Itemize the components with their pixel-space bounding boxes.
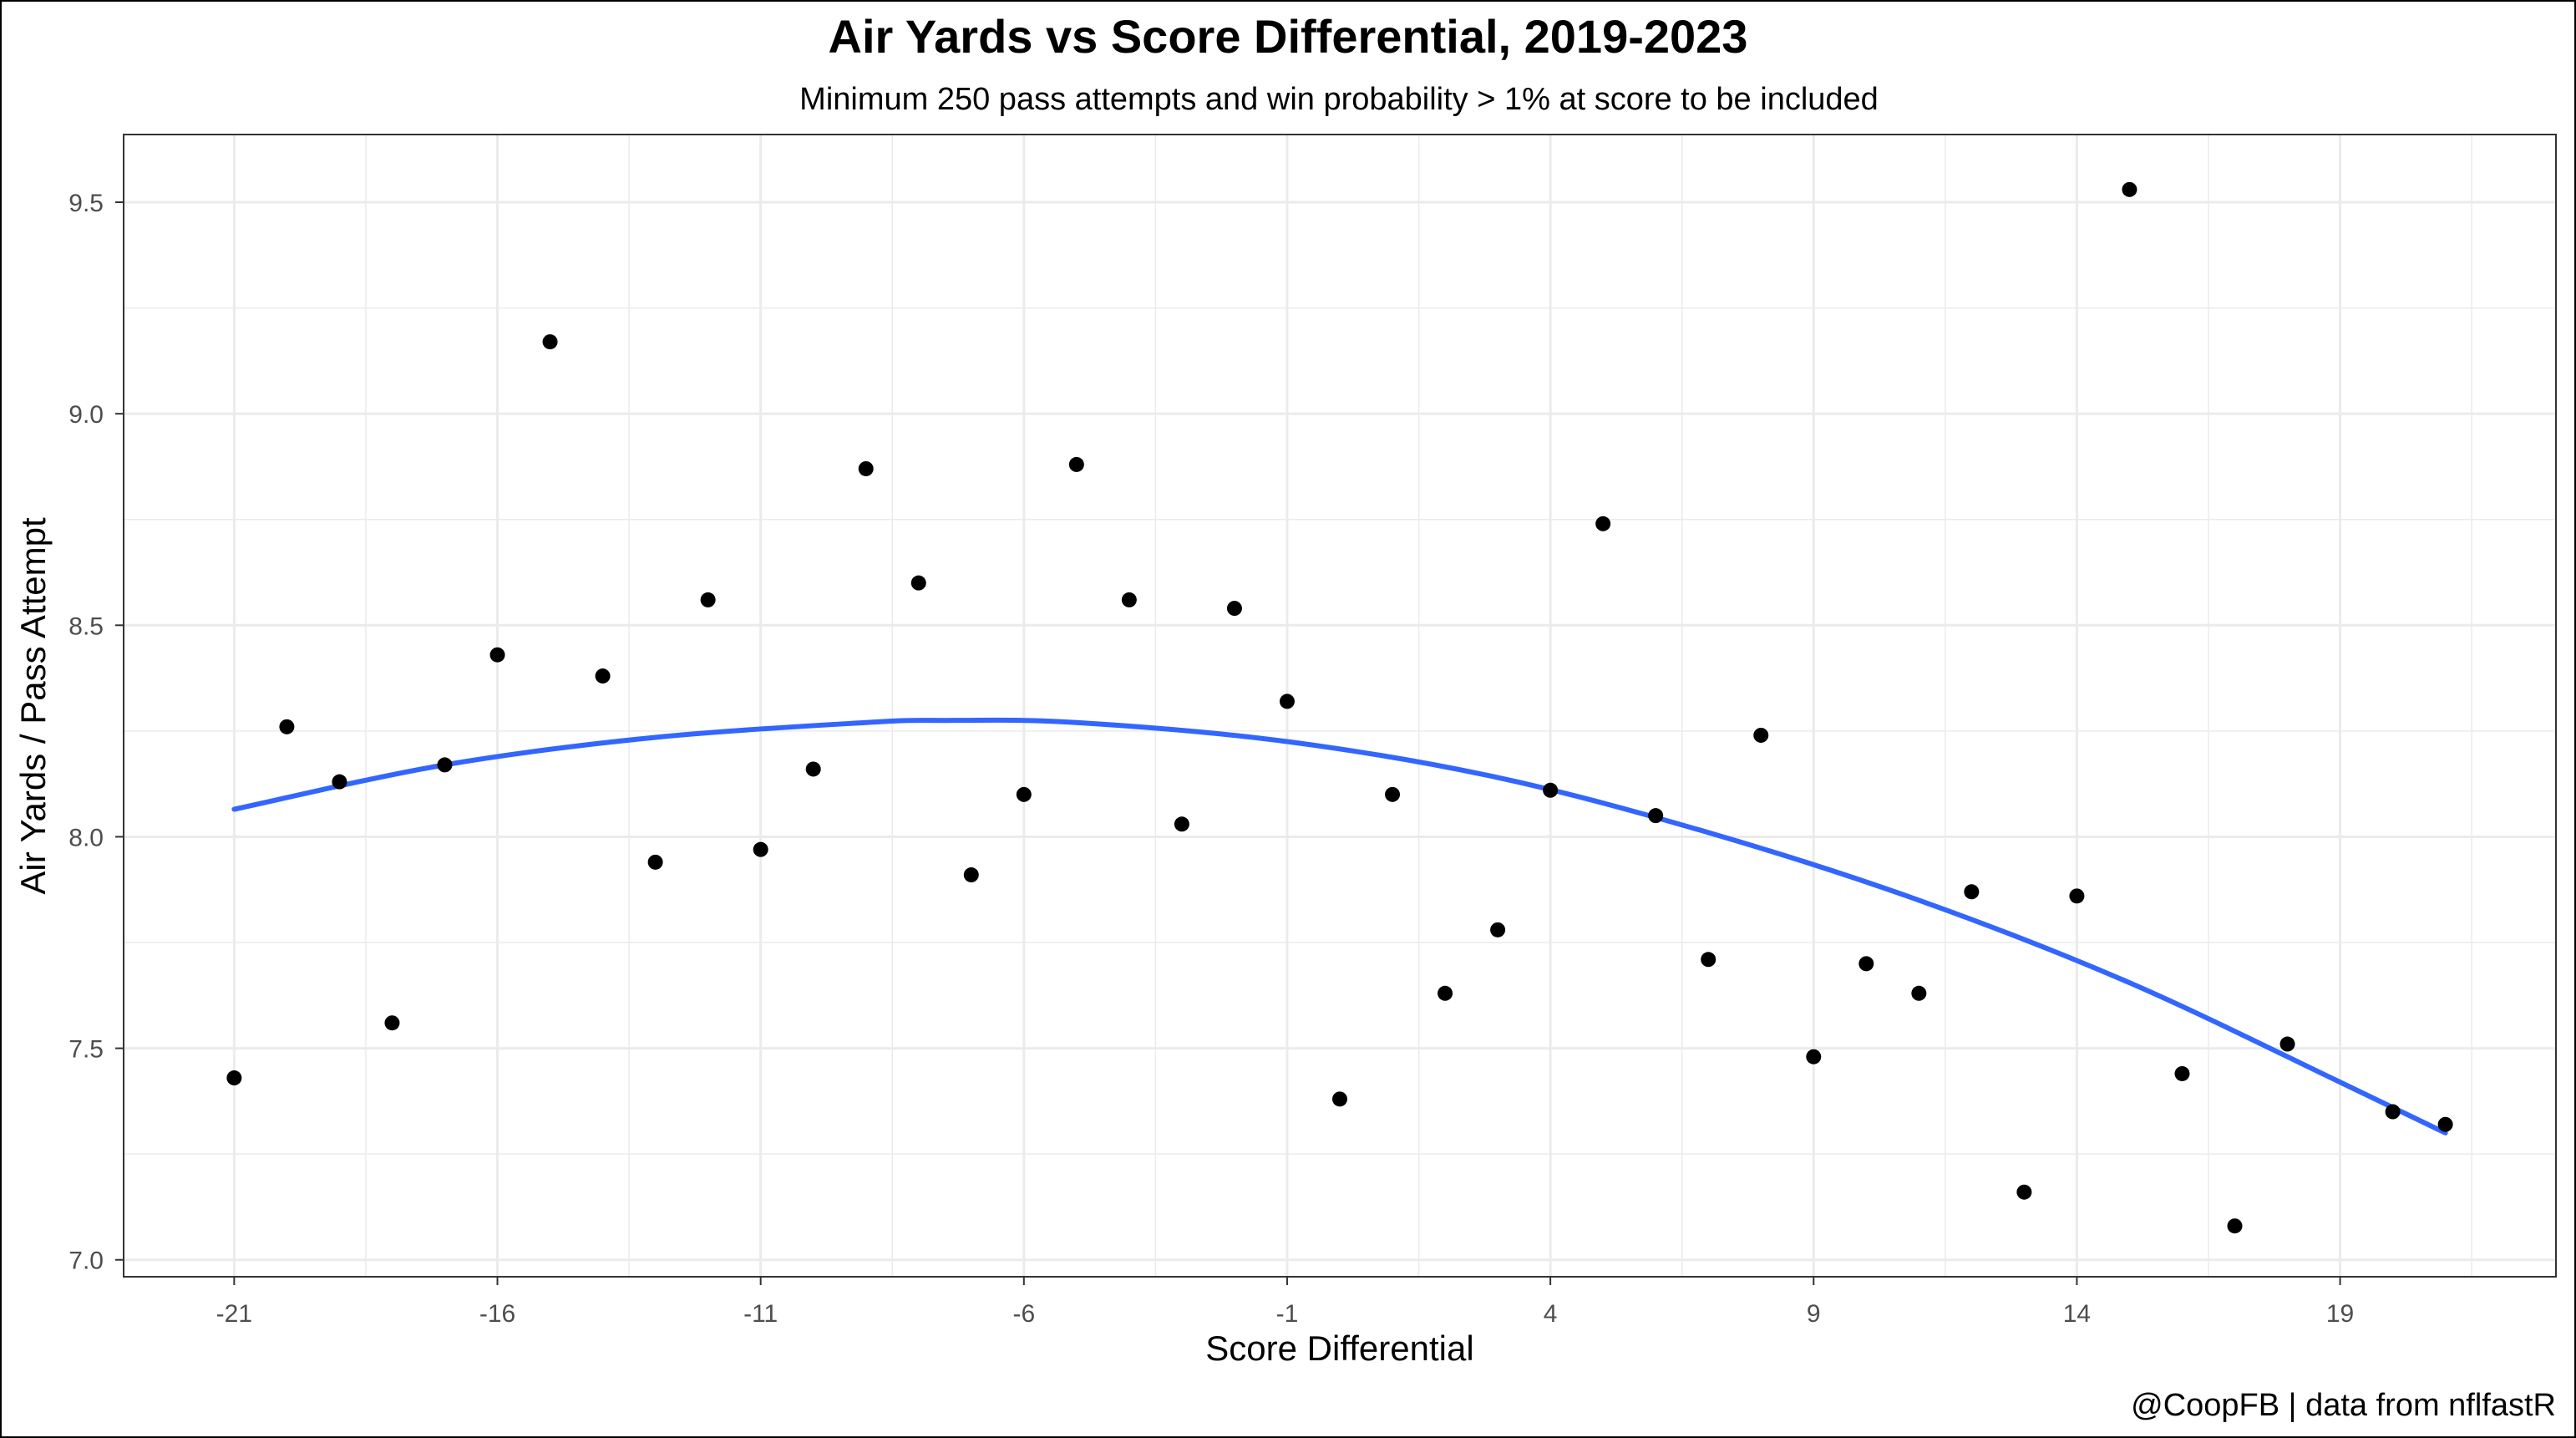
data-point — [910, 575, 926, 591]
panel-border — [123, 134, 2557, 1278]
data-point — [1648, 808, 1664, 824]
x-tick-label: 14 — [2063, 1300, 2091, 1328]
data-point — [858, 460, 874, 476]
data-points — [226, 181, 2453, 1234]
data-point — [1174, 816, 1189, 832]
y-tick-label: 8.0 — [68, 824, 104, 851]
x-tick-label: -1 — [1276, 1300, 1299, 1328]
data-point — [1753, 727, 1769, 743]
chart-caption: @CoopFB | data from nflfastR — [2131, 1388, 2556, 1423]
y-tick-label: 7.5 — [68, 1036, 104, 1064]
data-point — [1279, 694, 1295, 709]
data-point — [805, 761, 821, 777]
x-axis-ticks: -21 -16 -11 -6 -1 4 9 14 19 — [216, 1277, 2354, 1328]
data-point — [2069, 888, 2085, 904]
data-point — [1226, 601, 1242, 617]
data-point — [1911, 985, 1927, 1001]
data-point — [2016, 1184, 2032, 1200]
x-tick-label: -21 — [216, 1300, 252, 1328]
data-point — [1806, 1049, 1822, 1065]
data-point — [332, 774, 347, 790]
data-point — [1543, 782, 1559, 798]
x-axis-title: Score Differential — [1205, 1329, 1473, 1368]
y-tick-label: 8.5 — [68, 612, 104, 640]
data-point — [1121, 592, 1137, 607]
data-point — [1858, 956, 1874, 972]
y-tick-label: 9.5 — [68, 190, 104, 217]
data-point — [2437, 1116, 2453, 1132]
data-point — [2279, 1036, 2295, 1052]
data-point — [1438, 985, 1453, 1001]
data-point — [279, 719, 295, 734]
data-point — [489, 647, 505, 663]
y-axis-title: Air Yards / Pass Attempt — [13, 517, 53, 895]
data-point — [753, 841, 768, 857]
data-point — [1385, 786, 1401, 802]
data-point — [2227, 1218, 2243, 1234]
data-point — [384, 1015, 400, 1031]
x-tick-label: -6 — [1012, 1300, 1035, 1328]
data-point — [595, 668, 611, 684]
data-point — [963, 867, 979, 883]
y-axis-ticks: 7.0 7.5 8.0 8.5 9.0 9.5 — [68, 190, 124, 1275]
data-point — [1701, 952, 1716, 968]
data-point — [226, 1070, 242, 1086]
chart-subtitle: Minimum 250 pass attempts and win probab… — [799, 82, 1879, 117]
grid-minor — [124, 135, 2556, 1277]
data-point — [2174, 1065, 2190, 1081]
x-tick-label: 19 — [2326, 1300, 2354, 1328]
data-point — [2122, 181, 2137, 197]
x-tick-label: 9 — [1807, 1300, 1821, 1328]
data-point — [2385, 1104, 2401, 1120]
data-point — [700, 592, 716, 607]
y-tick-label: 9.0 — [68, 401, 104, 429]
x-tick-label: -16 — [479, 1300, 515, 1328]
data-point — [437, 757, 453, 773]
data-point — [647, 854, 663, 870]
data-point — [1016, 786, 1032, 802]
y-tick-label: 7.0 — [68, 1247, 104, 1275]
data-point — [1964, 884, 1980, 900]
x-tick-label: -11 — [743, 1300, 778, 1328]
data-point — [1490, 922, 1506, 937]
data-point — [542, 334, 558, 350]
fit-line — [231, 717, 2448, 1136]
data-point — [1068, 456, 1084, 472]
data-point — [1332, 1091, 1347, 1107]
data-point — [1595, 516, 1611, 531]
chart-title: Air Yards vs Score Differential, 2019-20… — [829, 10, 1748, 63]
x-tick-label: 4 — [1544, 1300, 1558, 1328]
